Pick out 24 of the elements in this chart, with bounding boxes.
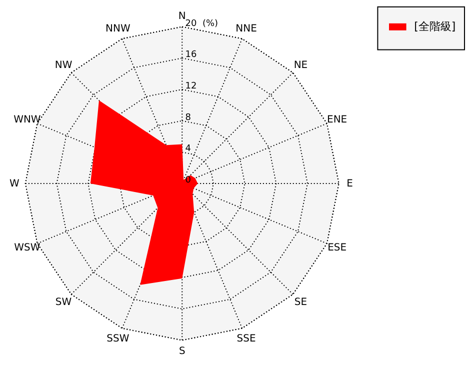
y-tick-label: 0 <box>185 176 192 186</box>
spoke-label: E <box>346 178 353 190</box>
spoke-label: NE <box>294 60 308 71</box>
spoke-label: S <box>178 346 186 358</box>
spoke-label: NNE <box>236 24 257 35</box>
spoke-label: SSE <box>236 333 256 344</box>
y-tick-label: 12 <box>185 82 197 92</box>
spoke-label: SE <box>294 297 308 308</box>
spoke-label: WNW <box>14 114 41 126</box>
spoke-label: NW <box>54 60 72 71</box>
y-tick-label: 4 <box>185 144 192 154</box>
text: (%) <box>202 18 218 29</box>
spoke-label: W <box>9 178 20 190</box>
spoke-label: ENE <box>327 114 348 126</box>
y-tick-label: 8 <box>185 112 192 123</box>
spoke-label: SW <box>55 297 72 308</box>
spoke-label: WSW <box>14 242 40 254</box>
y-tick-label: 16 <box>185 50 197 60</box>
y-tick-label: 20 <box>185 18 197 29</box>
spoke-label: NNW <box>106 24 130 35</box>
spoke-label: N <box>178 10 186 22</box>
legend-label: [全階級] <box>414 20 456 33</box>
spoke-label: ESE <box>328 242 347 254</box>
spoke-label: SSW <box>106 333 130 344</box>
